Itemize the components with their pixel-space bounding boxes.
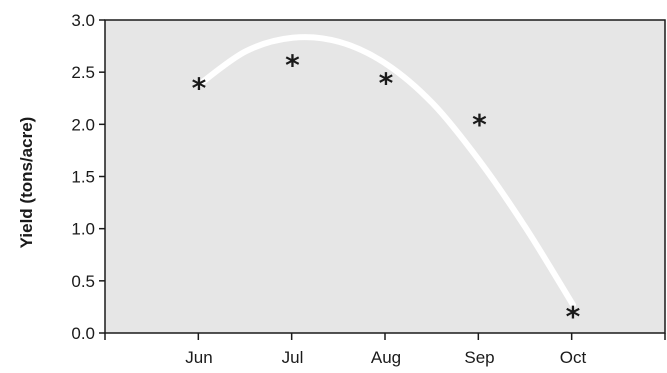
x-tick-label: Jun	[185, 348, 212, 367]
plot-area	[104, 19, 666, 334]
y-tick-label: 2.0	[71, 115, 95, 134]
x-tick-label: Sep	[464, 348, 494, 367]
x-tick-label: Jul	[282, 348, 304, 367]
y-tick-label: 2.5	[71, 63, 95, 82]
y-tick-label: 1.0	[71, 220, 95, 239]
y-axis-title: Yield (tons/acre)	[17, 117, 36, 249]
y-tick-label: 1.5	[71, 168, 95, 187]
data-point: *	[566, 300, 581, 333]
y-tick-label: 3.0	[71, 11, 95, 30]
data-point: *	[472, 108, 487, 141]
x-tick-label: Aug	[371, 348, 401, 367]
x-tick-label: Oct	[560, 348, 587, 367]
trend-curve	[196, 34, 576, 308]
x-axis: Jun Jul Aug Sep Oct	[104, 333, 666, 367]
data-point: *	[192, 72, 207, 105]
y-tick-label: 0.5	[71, 272, 95, 291]
data-point: *	[285, 49, 300, 82]
y-tick-label: 0.0	[71, 324, 95, 343]
data-points: * * * * *	[192, 49, 581, 333]
y-axis: 0.0 0.5 1.0 1.5 2.0 2.5 3.0	[71, 11, 105, 343]
data-point: *	[379, 66, 394, 99]
